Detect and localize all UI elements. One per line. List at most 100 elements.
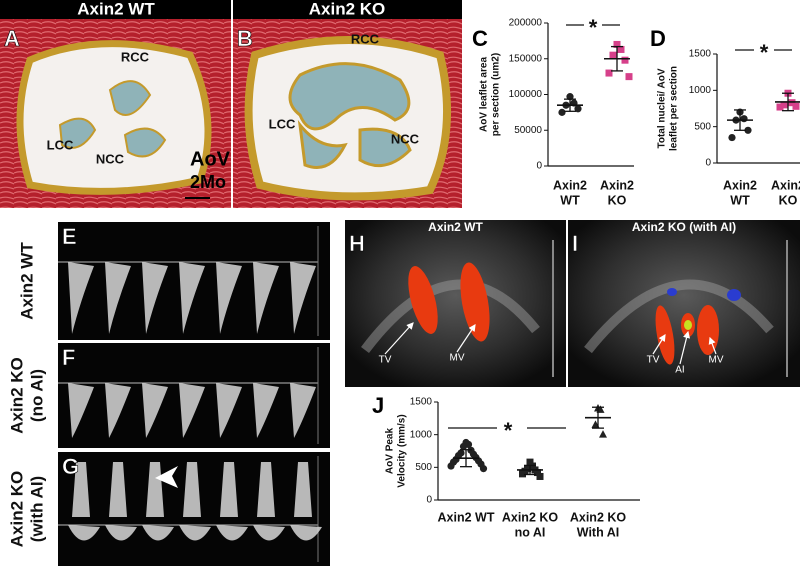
x-tick-label: KO [779,193,798,207]
flow-jet [460,262,490,342]
echo-image [568,220,800,387]
data-point [447,462,455,470]
data-point [519,470,526,478]
echo-scale [786,240,788,377]
structure-label: MV [709,355,724,366]
header: Axin2 WT [77,0,155,18]
panel-letter: E [62,224,77,249]
y-axis-label: per section (um2) [491,53,502,136]
y-axis-label: leaflet per section [669,66,680,151]
flow-jet [684,320,692,330]
label: NCC [96,151,125,166]
y-tick-label: 100000 [509,89,543,100]
data-point [574,105,582,113]
y-tick-label: 1000 [689,85,712,96]
y-tick-label: 1500 [410,397,433,408]
x-tick-label: KO [608,193,627,207]
side-label: Axin2 KO [7,357,26,434]
data-point [566,93,574,101]
x-tick-label: no AI [515,525,546,539]
header: Axin2 KO [309,0,386,18]
arrow [384,322,414,355]
y-axis-label: AoV Peak [385,427,396,474]
y-tick-label: 500 [694,121,711,132]
y-tick-label: 1500 [689,49,712,60]
panel-letter: D [650,26,666,51]
x-tick-label: With AI [577,525,619,539]
echo-sector [361,279,540,354]
y-tick-label: 200000 [509,18,543,29]
x-tick-label: WT [560,193,580,207]
data-point [792,102,800,110]
y-axis-label: Velocity (mm/s) [397,414,408,487]
data-point [558,108,566,116]
data-point [536,472,544,480]
arrow [652,333,666,355]
panel-letter: I [572,231,578,256]
data-point [728,133,736,142]
label: LCC [269,116,296,131]
data-point [617,45,625,53]
flow-jet [697,305,719,355]
arrow [679,330,691,365]
doppler-trace [68,383,316,438]
histology-a [0,19,231,208]
side-label: Axin2 WT [17,242,36,320]
data-point [529,462,536,470]
x-tick-label: WT [730,193,750,207]
data-point [776,103,784,111]
significance: * [504,418,513,443]
panel-letter: H [349,231,365,256]
y-tick-label: 0 [426,495,432,506]
x-tick-label: Axin2 KO [570,510,627,524]
structure-label: AI [675,365,684,376]
data-point [479,465,488,473]
data-point [459,442,468,451]
y-tick-label: 0 [536,161,542,172]
data-point [621,56,629,64]
echo-title: Axin2 KO (with AI) [632,220,736,234]
structure-label: MV [450,353,465,364]
label: NCC [391,131,420,146]
flow-jet [408,266,438,334]
y-tick-label: 1000 [410,429,433,440]
structure-label: TV [647,355,660,366]
panel-letter: F [62,345,75,370]
arrow [456,324,476,353]
y-tick-label: 50000 [514,125,542,136]
panel-letter: J [372,393,384,418]
echo-image [345,220,566,387]
flow-jet [727,289,741,301]
side-label: (with AI) [27,476,46,542]
echo-title: Axin2 WT [428,220,483,234]
panel-letter: G [62,454,79,479]
x-tick-label: Axin2 [723,178,757,192]
label: 2Mo [190,172,226,192]
y-tick-label: 0 [705,158,711,169]
data-point [625,73,633,81]
echo-scale [552,240,554,377]
y-tick-label: 150000 [509,53,543,64]
label: AoV [190,148,231,170]
flow-jet [667,288,677,296]
data-point [744,126,752,134]
data-point [534,469,541,477]
y-axis-label: AoV leaflet area [479,57,490,132]
echo-sector [584,279,774,354]
data-point [526,458,534,466]
significance: * [589,15,598,40]
data-point [609,51,617,59]
side-label: Axin2 KO [7,471,26,548]
echo-group: H Axin2 WT TV MV I Axin2 KO (with AI) TV AI MV [345,220,800,387]
doppler-trace [68,262,316,334]
panel-letter: B [237,26,253,51]
arrow [708,336,717,355]
histology-b [233,19,462,208]
label: RCC [121,49,150,64]
label: LCC [47,137,74,152]
data-point [613,40,621,48]
